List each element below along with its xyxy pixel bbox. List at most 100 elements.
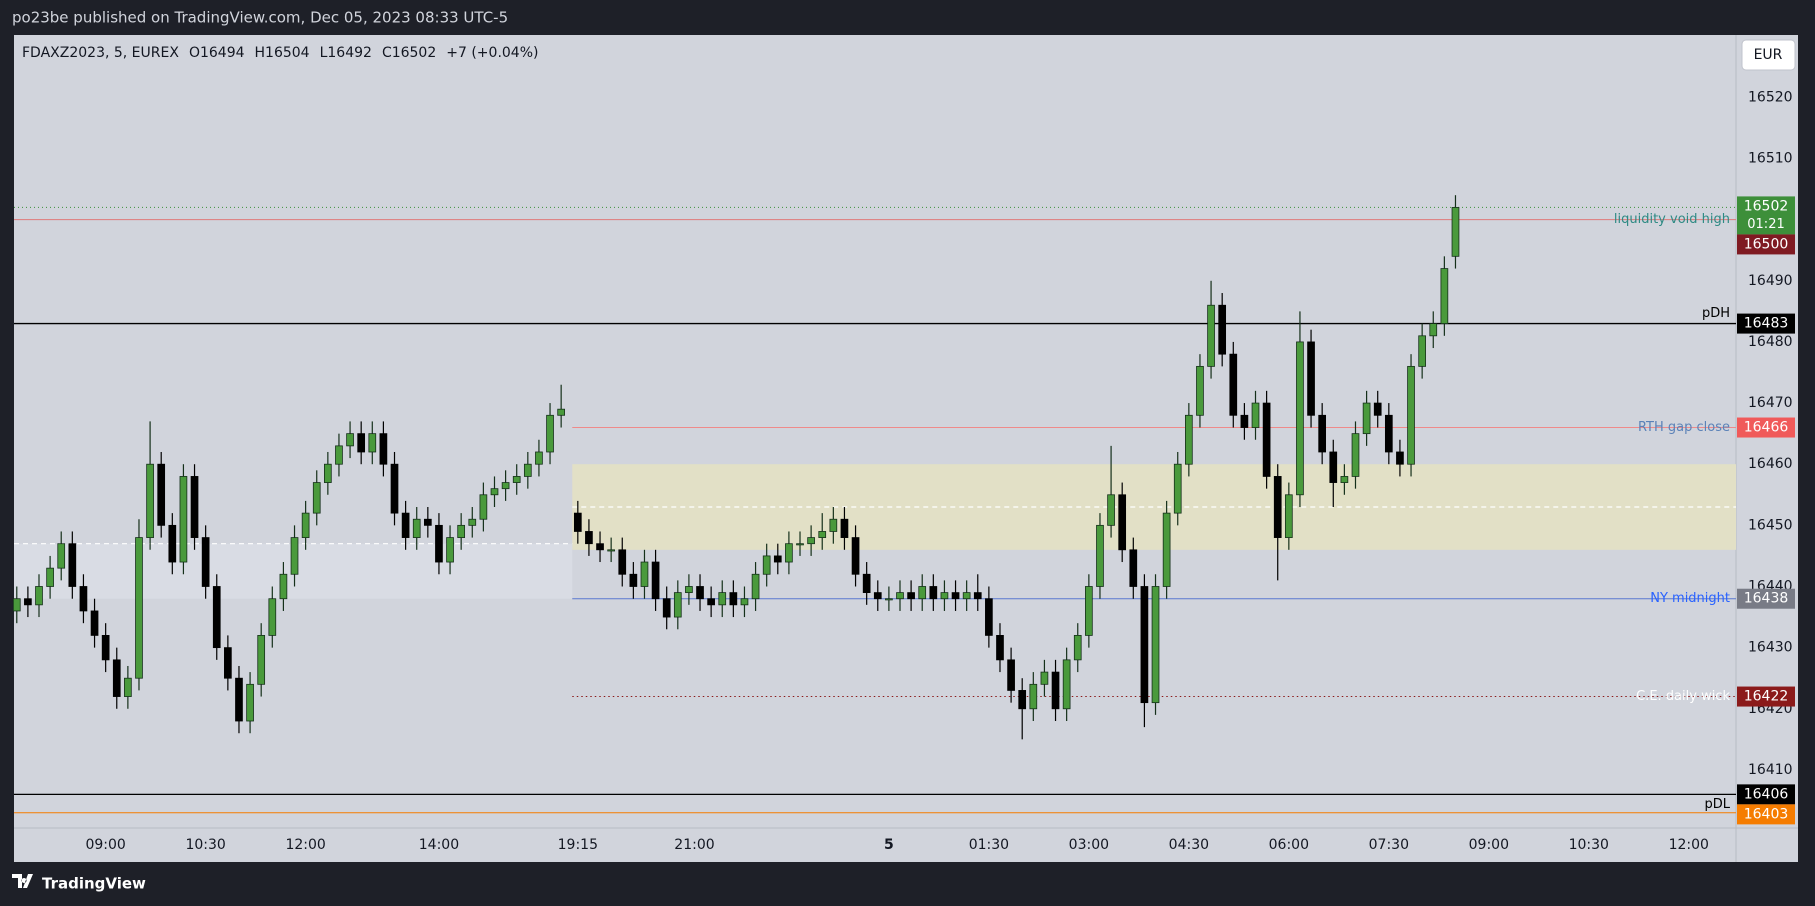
candle-body	[301, 512, 310, 538]
candle-body	[1373, 402, 1382, 416]
candle-body	[1351, 433, 1360, 477]
candle-body	[57, 543, 66, 569]
x-tick-label: 10:30	[1569, 837, 1609, 853]
candle-body	[918, 586, 927, 600]
candle-body	[829, 518, 838, 532]
candle-body	[390, 463, 399, 514]
candle-body	[168, 524, 177, 563]
candle-body	[146, 463, 154, 538]
level-badge-label: 16466	[1744, 420, 1789, 436]
candle-body	[1440, 268, 1449, 324]
candle-body	[368, 433, 377, 453]
level-badge-label: 16422	[1744, 689, 1789, 705]
currency-button[interactable]	[1741, 39, 1796, 71]
candle-body	[618, 549, 627, 575]
candle-body	[24, 598, 32, 606]
candle-body	[1218, 304, 1227, 355]
candle-body	[423, 518, 432, 526]
candle-body	[640, 561, 649, 587]
candle-body	[124, 677, 132, 697]
x-tick-label: 04:30	[1169, 837, 1209, 853]
candle-body	[1451, 207, 1460, 257]
legend-text: L16492	[320, 45, 372, 61]
candle-body	[1118, 494, 1127, 551]
candle-body	[1107, 494, 1115, 526]
level-badge-label: 16483	[1744, 316, 1789, 332]
candle-body	[1007, 659, 1015, 691]
level-label: RTH gap close	[1638, 420, 1730, 435]
candle-body	[1029, 683, 1038, 710]
candle-body	[807, 537, 815, 545]
candle-body	[312, 482, 321, 514]
level-label: liquidity void high	[1614, 212, 1730, 227]
candle-body	[468, 518, 477, 526]
candle-body	[851, 537, 860, 575]
candle-body	[501, 482, 510, 490]
candle-body	[1196, 365, 1204, 416]
candle-body	[1407, 365, 1415, 465]
candle-body	[651, 561, 660, 600]
level-badge	[1737, 686, 1795, 707]
candle-body	[1185, 414, 1193, 465]
candle-body	[1040, 671, 1049, 685]
candle-body	[1296, 341, 1304, 496]
x-tick-label: 09:00	[85, 837, 125, 853]
candle-body	[862, 573, 871, 594]
x-tick-label: 12:00	[1669, 837, 1709, 853]
candle-body	[135, 537, 143, 679]
candle-body	[1129, 549, 1138, 587]
x-tick-label: 09:00	[1469, 837, 1509, 853]
candle-body	[224, 647, 232, 679]
candle-body	[673, 592, 682, 618]
level-badge-label: 16403	[1744, 806, 1789, 822]
banner: po23be published on TradingView.com, Dec…	[12, 9, 508, 27]
candle-body	[685, 586, 693, 594]
candle-body	[512, 476, 521, 483]
candle-body	[873, 592, 882, 600]
candle-body	[357, 433, 366, 453]
x-tick-label: 19:15	[558, 837, 598, 853]
candle-body	[1062, 659, 1071, 710]
candle-body	[401, 512, 410, 538]
candle-body	[1307, 341, 1315, 416]
candle-body	[546, 414, 554, 453]
candle-body	[1073, 635, 1082, 661]
level-badge	[1737, 804, 1795, 825]
level-label: pDH	[1702, 306, 1730, 321]
currency[interactable]: EUR	[1754, 47, 1783, 63]
candle-body	[896, 592, 904, 600]
level-badge	[1737, 234, 1795, 255]
legend-text: O16494	[189, 45, 245, 61]
candle-body	[629, 573, 638, 587]
x-tick-label: 10:30	[185, 837, 225, 853]
candle-body	[973, 592, 982, 600]
candle-body	[762, 555, 771, 575]
candle-body	[985, 598, 993, 636]
candle-body	[929, 586, 938, 600]
candle-body	[1018, 690, 1027, 710]
candle-body	[729, 592, 738, 606]
candle-body	[573, 512, 582, 532]
candle-body	[179, 476, 188, 563]
candle-body	[246, 683, 254, 722]
legend-text: H16504	[255, 45, 310, 61]
y-tick-label: 16490	[1748, 273, 1793, 289]
y-tick-label: 16510	[1748, 151, 1793, 167]
last-price-label: 16502	[1744, 198, 1789, 214]
y-tick-label: 16480	[1748, 334, 1793, 350]
candle-body	[1173, 463, 1182, 514]
candle-body	[1229, 353, 1238, 416]
candle-body	[907, 592, 915, 600]
candle-body	[740, 598, 749, 606]
candle-body	[1362, 402, 1371, 435]
level-badge	[1737, 588, 1795, 609]
y-tick-label: 16410	[1748, 762, 1793, 778]
candle-body	[1273, 476, 1282, 538]
candle-body	[996, 635, 1004, 661]
candle-body	[1396, 451, 1404, 465]
candle-body	[662, 598, 671, 618]
candle-body	[773, 555, 782, 563]
candle-body	[818, 531, 827, 538]
